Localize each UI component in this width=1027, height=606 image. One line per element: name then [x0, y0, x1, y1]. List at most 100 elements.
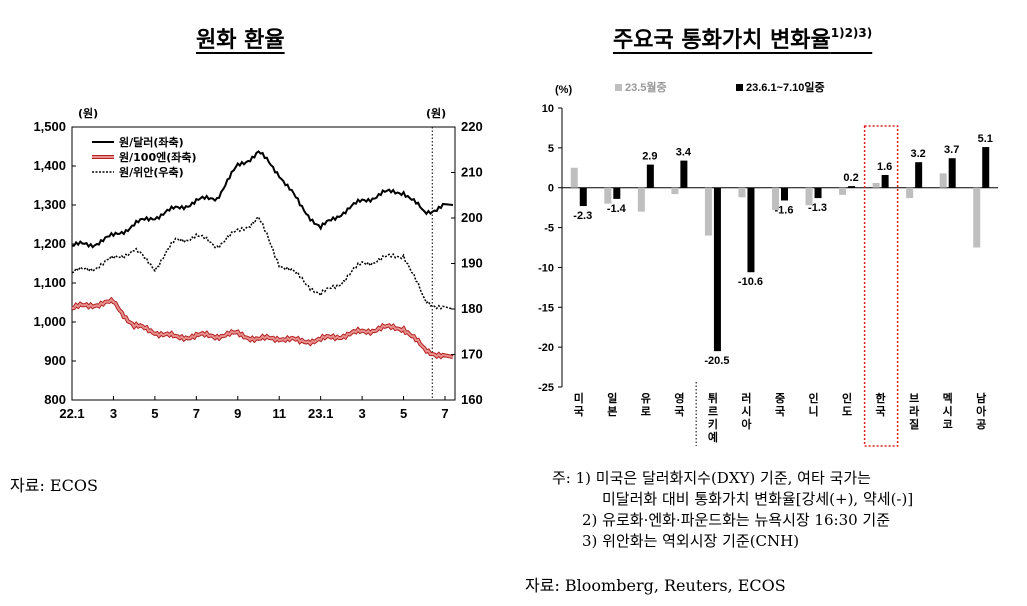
bar-category-label: 멕: [943, 391, 953, 405]
x-tick-label: 3: [358, 406, 365, 421]
bar-data-label: -1.3: [808, 202, 827, 214]
series-krw-jpy: [71, 298, 454, 359]
footnote-1: 주: 1) 미국은 달러화지수(DXY) 기준, 여타 국가는: [552, 469, 871, 487]
right-source-note: 자료: Bloomberg, Reuters, ECOS: [525, 576, 786, 595]
bar-jun: [680, 160, 688, 188]
right-axis-unit: (원): [426, 106, 446, 120]
bar-category-label: 질: [909, 418, 919, 431]
bar-may: [906, 187, 914, 199]
bar-category-label: 공: [976, 418, 986, 431]
bar-category-label: 아: [976, 404, 987, 418]
right-chart-title: 주요국 통화가치 변화율1)2)3): [613, 26, 873, 53]
bar-category-label: 라: [909, 404, 920, 418]
bar-data-label: 1.6: [877, 161, 892, 173]
x-tick-label: 11: [272, 406, 286, 421]
bar-category-label: 미: [574, 391, 584, 405]
bar-data-label: 5.1: [978, 133, 993, 145]
right-y-tick-label: 170: [461, 347, 483, 362]
bar-y-tick-label: 0: [548, 183, 554, 195]
left-axis-unit: (원): [78, 106, 98, 120]
bar-legend-swatch-jun: [736, 84, 743, 91]
bar-may: [604, 187, 612, 204]
bar-jun: [814, 187, 822, 199]
bar-jun: [915, 162, 923, 188]
bar-legend-swatch-may: [615, 84, 622, 91]
bar-may: [973, 187, 981, 248]
legend-label-usd: 원/달러(좌축): [119, 135, 184, 149]
bar-category-label: 튀: [708, 392, 718, 405]
legend-label-jpy: 원/100엔(좌축): [119, 150, 197, 164]
left-y-tick-label: 1,500: [33, 119, 66, 134]
bar-data-label: 0.2: [843, 172, 858, 184]
bar-may: [637, 187, 645, 212]
bar-category-label: 국: [775, 405, 785, 418]
left-y-tick-label: 1,000: [33, 314, 66, 329]
bar-jun: [579, 187, 587, 207]
bar-y-tick-label: -15: [538, 302, 554, 314]
bar-jun: [613, 187, 621, 199]
bar-y-tick-label: 5: [548, 143, 554, 155]
bar-data-label: -1.4: [607, 203, 627, 215]
bar-may: [939, 173, 947, 188]
bar-category-label: 인: [808, 391, 818, 405]
left-y-tick-label: 900: [44, 353, 66, 368]
bar-data-label: -1.6: [775, 204, 794, 216]
bar-may: [872, 182, 880, 188]
bar-may: [839, 187, 847, 195]
bar-category-label: 러: [741, 391, 751, 405]
bar-jun: [747, 187, 755, 273]
bar-data-label: 2.9: [642, 151, 657, 163]
bar-y-tick-label: -25: [538, 382, 554, 394]
bar-jun: [781, 187, 788, 201]
footnotes: 주: 1) 미국은 달러화지수(DXY) 기준, 여타 국가는 미달러화 대비 …: [552, 468, 913, 552]
x-tick-label: 7: [441, 406, 448, 421]
bar-category-label: 본: [607, 405, 617, 418]
bar-may: [772, 187, 779, 211]
left-y-tick-label: 800: [44, 392, 66, 407]
bar-category-label: 영: [674, 392, 684, 405]
left-source-note: 자료: ECOS: [10, 476, 98, 495]
bar-category-label: 키: [708, 417, 718, 431]
left-y-tick-label: 1,300: [33, 197, 66, 212]
left-chart-title: 원화 환율: [196, 28, 285, 53]
bar-category-label: 시: [741, 405, 751, 418]
bar-legend-label-may: 23.5월중: [625, 80, 667, 94]
bar-data-label: -20.5: [704, 355, 729, 367]
bar-may: [738, 187, 746, 198]
bar-category-label: 인: [842, 391, 852, 405]
bar-category-label: 중: [775, 392, 785, 405]
bar-legend-label-jun: 23.6.1~7.10일중: [746, 80, 825, 94]
right-y-tick-label: 220: [461, 119, 483, 134]
x-tick-label: 23.1: [308, 406, 333, 421]
bar-category-label: 르: [708, 405, 718, 418]
bar-jun: [948, 158, 956, 188]
bar-data-label: 3.7: [944, 144, 959, 156]
bar-category-label: 예: [708, 430, 718, 444]
bar-y-tick-label: -10: [538, 262, 554, 274]
footnote-3: 3) 위안화는 역외시장 기준(CNH): [582, 532, 800, 550]
x-tick-label: 3: [110, 406, 117, 421]
right-y-tick-label: 180: [461, 301, 483, 316]
bar-may: [805, 187, 813, 206]
bar-data-label: -2.3: [573, 210, 592, 222]
bar-category-label: 시: [943, 405, 953, 418]
bar-category-label: 유: [641, 392, 651, 405]
bar-may: [570, 167, 578, 188]
bar-y-tick-label: 10: [542, 103, 554, 115]
legend-label-cny: 원/위안(우축): [119, 165, 184, 179]
bar-category-label: 국: [674, 405, 684, 418]
series-krw-cny: [71, 215, 454, 310]
bar-data-label: -10.6: [738, 276, 763, 288]
x-tick-label: 7: [193, 406, 200, 421]
x-tick-label: 5: [151, 406, 158, 421]
bar-category-label: 국: [574, 405, 584, 418]
bar-jun: [646, 164, 654, 188]
footnote-2: 2) 유로화·엔화·파운드화는 뉴욕시장 16:30 기준: [582, 511, 891, 529]
bar-axis-unit: (%): [555, 84, 572, 96]
bar-category-label: 니: [808, 404, 818, 418]
title-footnote-marks: 1)2)3): [830, 26, 873, 40]
bar-data-label: 3.2: [911, 148, 926, 160]
x-tick-label: 22.1: [59, 406, 84, 421]
bar-y-tick-label: -5: [544, 223, 554, 235]
